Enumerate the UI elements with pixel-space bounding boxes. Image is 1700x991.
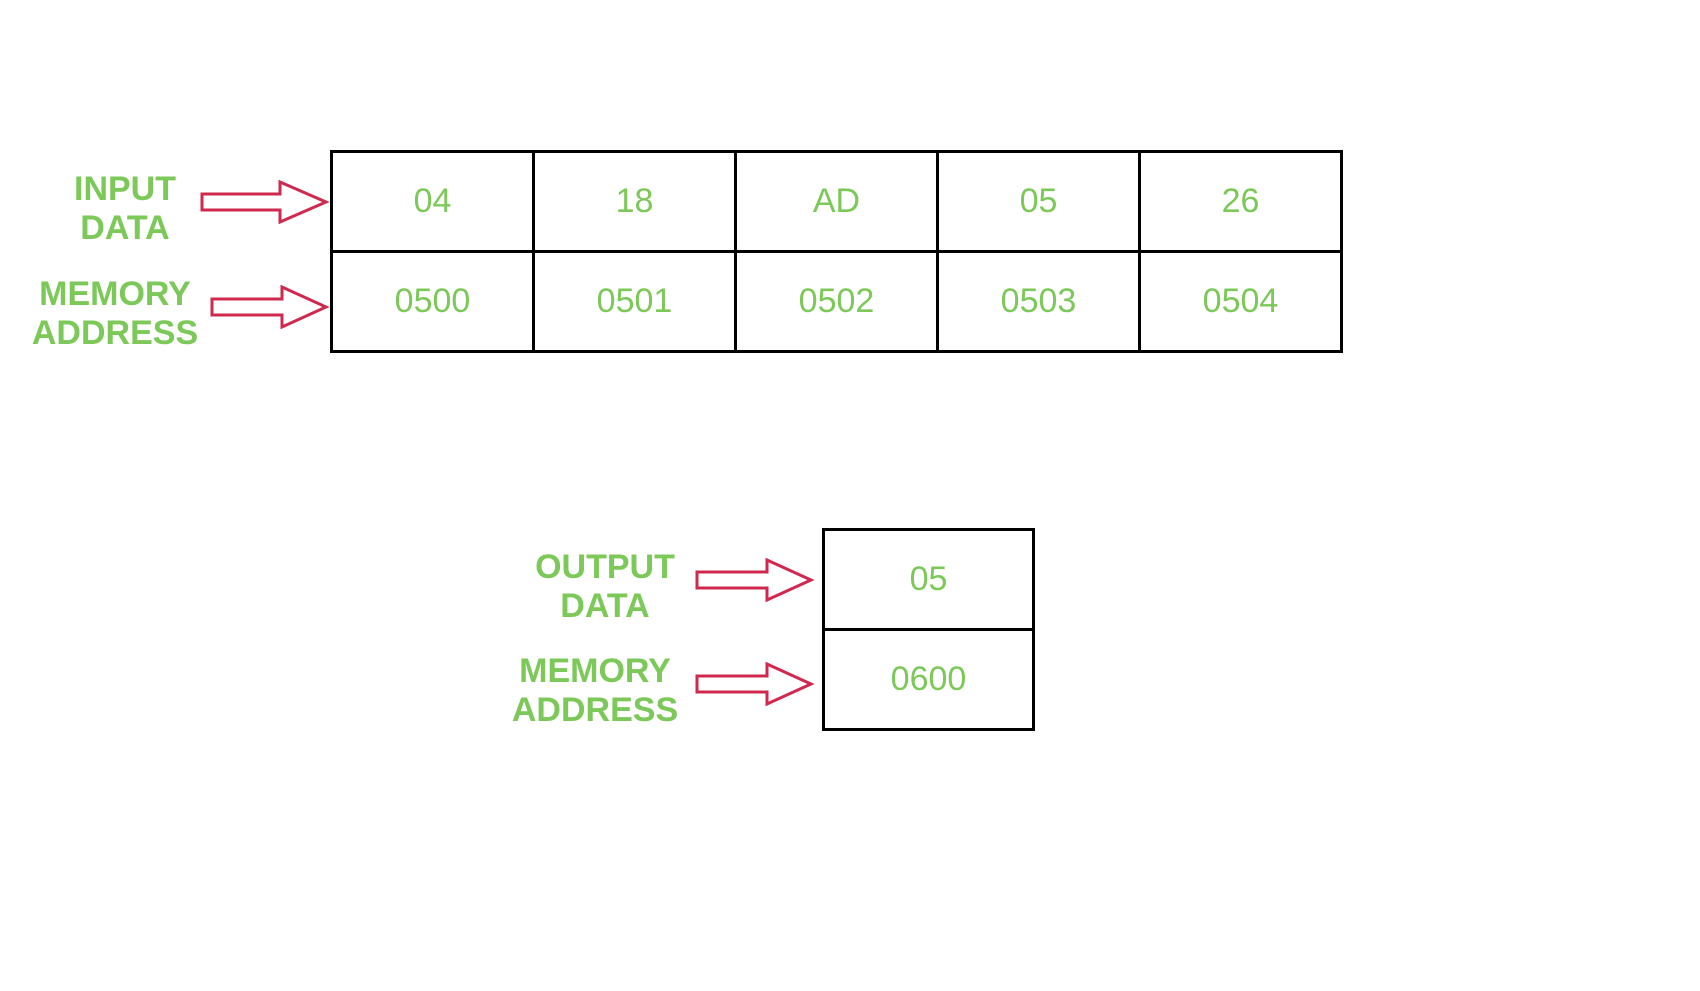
address-cell: 0501 bbox=[534, 252, 736, 352]
input-cell: 26 bbox=[1140, 152, 1342, 252]
memory-address-bottom-label-text: MEMORYADDRESS bbox=[512, 652, 678, 729]
address-cell: 0502 bbox=[736, 252, 938, 352]
address-cell: 0504 bbox=[1140, 252, 1342, 352]
memory-address-top-label: MEMORYADDRESS bbox=[20, 275, 210, 353]
table-row: 05 bbox=[824, 530, 1034, 630]
table-row: 0600 bbox=[824, 630, 1034, 730]
input-cell: 18 bbox=[534, 152, 736, 252]
output-address-cell: 0600 bbox=[824, 630, 1034, 730]
input-data-label: INPUTDATA bbox=[50, 170, 200, 248]
address-cell: 0503 bbox=[938, 252, 1140, 352]
memory-address-bottom-arrow bbox=[695, 662, 815, 706]
output-data-arrow bbox=[695, 558, 815, 602]
input-cell: AD bbox=[736, 152, 938, 252]
memory-address-bottom-label: MEMORYADDRESS bbox=[500, 652, 690, 730]
memory-address-top-label-text: MEMORYADDRESS bbox=[32, 275, 198, 352]
address-cell: 0500 bbox=[332, 252, 534, 352]
output-data-label-text: OUTPUTDATA bbox=[535, 548, 675, 625]
output-data-table: 05 0600 bbox=[822, 528, 1035, 731]
output-data-label: OUTPUTDATA bbox=[520, 548, 690, 626]
input-data-label-text: INPUTDATA bbox=[74, 170, 176, 247]
table-row: 04 18 AD 05 26 bbox=[332, 152, 1342, 252]
output-cell: 05 bbox=[824, 530, 1034, 630]
input-data-arrow bbox=[200, 180, 330, 224]
input-data-table: 04 18 AD 05 26 0500 0501 0502 0503 0504 bbox=[330, 150, 1343, 353]
input-cell: 05 bbox=[938, 152, 1140, 252]
input-cell: 04 bbox=[332, 152, 534, 252]
table-row: 0500 0501 0502 0503 0504 bbox=[332, 252, 1342, 352]
memory-address-top-arrow bbox=[210, 285, 330, 329]
